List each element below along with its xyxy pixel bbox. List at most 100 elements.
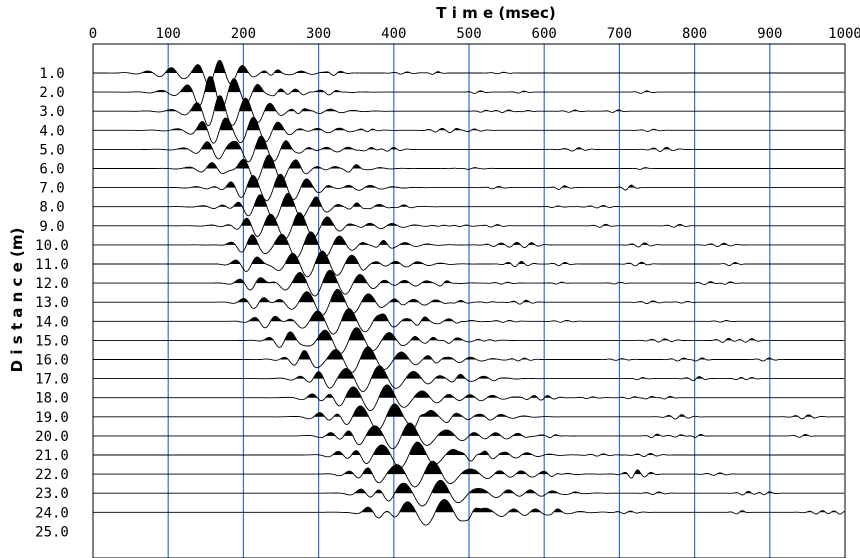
trace-fill [105, 76, 691, 93]
seismic-trace [93, 479, 845, 507]
x-tick-label: 1000 [828, 26, 860, 42]
trace-fill [93, 95, 663, 112]
trace-line [93, 173, 845, 202]
trace-line [93, 59, 845, 86]
trace-fill [124, 423, 845, 436]
trace-fill [96, 136, 739, 150]
trace-fill [103, 365, 796, 379]
seismic-trace [93, 346, 845, 373]
y-tick-label: 12.0 [35, 276, 69, 292]
y-tick-label: 20.0 [35, 429, 69, 445]
grid-lines [167, 44, 771, 558]
trace-line [93, 192, 845, 221]
y-tick-label: 2.0 [39, 85, 64, 101]
x-tick-label: 100 [156, 26, 181, 42]
trace-line [93, 288, 845, 316]
trace-line [93, 384, 845, 412]
y-tick-label: 14.0 [35, 314, 69, 330]
seismic-trace [93, 269, 845, 297]
trace-group [93, 59, 845, 526]
y-tick-label: 24.0 [35, 505, 69, 521]
trace-line [93, 422, 845, 450]
y-axis-label: D i s t a n c e (m) [8, 228, 26, 373]
seismic-trace [93, 403, 845, 431]
seismic-trace [93, 154, 845, 183]
seismic-trace [93, 250, 845, 278]
seismic-trace [93, 95, 845, 127]
trace-line [93, 327, 845, 354]
y-tick-label: 22.0 [35, 467, 69, 483]
seismic-trace [93, 59, 845, 86]
trace-fill [106, 384, 703, 398]
trace-line [93, 499, 845, 526]
x-tick-label: 600 [532, 26, 557, 42]
x-axis-label: T i m e (msec) [436, 4, 555, 22]
trace-line [93, 403, 845, 431]
trace-fill [96, 346, 814, 360]
trace-line [93, 479, 845, 507]
trace-line [93, 269, 845, 297]
y-tick-labels: 1.0 2.0 3.0 4.0 5.0 6.0 7.0 8.0 9.0 10.0 11.0 12.0 1… [35, 66, 69, 540]
x-tick-label: 500 [456, 26, 481, 42]
y-tick-label: 17.0 [35, 372, 69, 388]
x-axis-title: T i m e (msec) [436, 4, 555, 22]
x-tick-label: 0 [89, 26, 97, 42]
y-tick-label: 9.0 [39, 219, 64, 235]
y-tick-label: 23.0 [35, 486, 69, 502]
seismic-trace [93, 135, 845, 163]
y-tick-label: 6.0 [39, 162, 64, 178]
y-tick-label: 4.0 [39, 123, 64, 139]
seismic-trace [93, 288, 845, 316]
y-tick-label: 25.0 [35, 524, 69, 540]
trace-fill [131, 442, 736, 455]
seismic-trace [93, 212, 845, 240]
x-tick-labels: 0 100 200 300 400 500 600 700 800 900 1000 [89, 26, 860, 42]
plot-frame [92, 43, 846, 558]
trace-fill [93, 212, 734, 226]
trace-line [93, 250, 845, 278]
trace-line [93, 95, 845, 127]
trace-fill [93, 289, 733, 303]
seismic-trace [93, 116, 845, 144]
seismic-trace [93, 308, 845, 335]
y-tick-label: 15.0 [35, 333, 69, 349]
trace-line [93, 365, 845, 392]
seismic-trace [93, 460, 845, 488]
trace-line [93, 116, 845, 144]
trace-fill [100, 155, 678, 169]
trace-fill [93, 308, 771, 322]
x-tick-label: 800 [682, 26, 707, 42]
trace-line [93, 135, 845, 163]
y-tick-label: 18.0 [35, 391, 69, 407]
y-tick-label: 13.0 [35, 295, 69, 311]
x-tick-label: 300 [306, 26, 331, 42]
seismic-trace [93, 384, 845, 412]
seismic-trace [93, 499, 845, 526]
trace-fill [93, 117, 709, 131]
trace-fill [97, 231, 796, 245]
trace-line [93, 212, 845, 240]
seismic-trace [93, 173, 845, 202]
trace-fill [170, 480, 813, 494]
seismic-trace [93, 441, 845, 469]
trace-fill [107, 270, 762, 284]
trace-fill [94, 60, 562, 73]
trace-fill [170, 499, 845, 513]
y-tick-label: 1.0 [39, 66, 64, 82]
seismic-trace [93, 422, 845, 450]
trace-fill [93, 327, 805, 341]
trace-line [93, 154, 845, 183]
trace-line [93, 460, 845, 488]
y-tick-label: 16.0 [35, 353, 69, 369]
x-tick-label: 700 [607, 26, 632, 42]
trace-fill [105, 251, 777, 264]
seismic-trace [93, 365, 845, 392]
y-tick-label: 7.0 [39, 181, 64, 197]
y-tick-label: 21.0 [35, 448, 69, 464]
y-tick-label: 3.0 [39, 104, 64, 120]
x-tick-label: 900 [757, 26, 782, 42]
trace-line [93, 231, 845, 259]
trace-line [93, 308, 845, 335]
seismic-trace [93, 327, 845, 354]
